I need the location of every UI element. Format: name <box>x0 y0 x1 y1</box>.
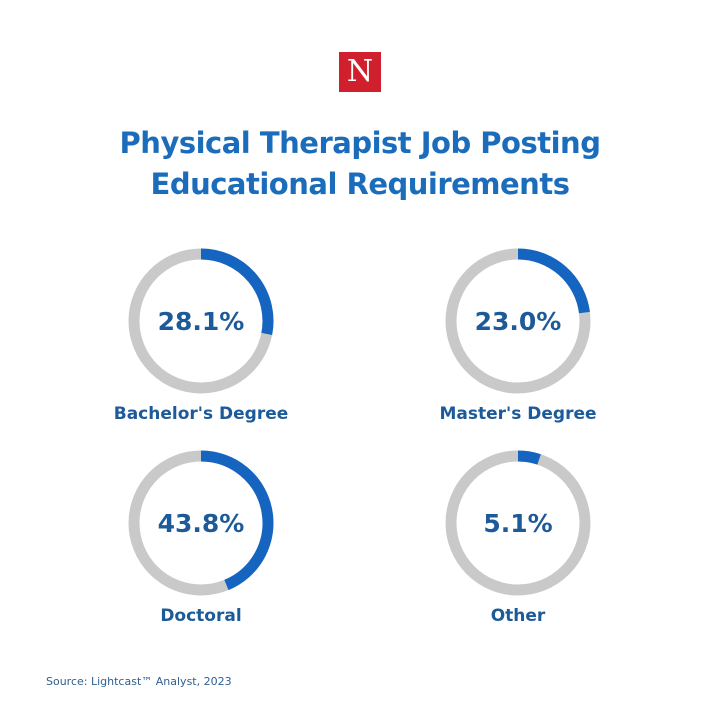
donut-arc-1 <box>517 248 590 314</box>
chart-title-line-1: Physical Therapist Job Posting <box>119 126 601 160</box>
donut-arc-0 <box>200 248 274 336</box>
category-label: Bachelor's Degree <box>114 404 289 424</box>
chart-title-line-2: Educational Requirements <box>150 167 570 201</box>
value-label: 5.1% <box>483 509 552 538</box>
value-label: 43.8% <box>158 509 245 538</box>
logo-letter: N <box>346 54 374 89</box>
value-label: 23.0% <box>475 307 562 336</box>
value-label: 28.1% <box>158 307 245 336</box>
category-label: Other <box>491 606 546 626</box>
source-note: Source: Lightcast™ Analyst, 2023 <box>46 675 232 688</box>
logo: N <box>339 52 381 92</box>
category-label: Master's Degree <box>439 404 596 424</box>
donut-arc-2 <box>200 450 274 591</box>
donut-arc-3 <box>517 450 541 465</box>
category-label: Doctoral <box>160 606 241 626</box>
